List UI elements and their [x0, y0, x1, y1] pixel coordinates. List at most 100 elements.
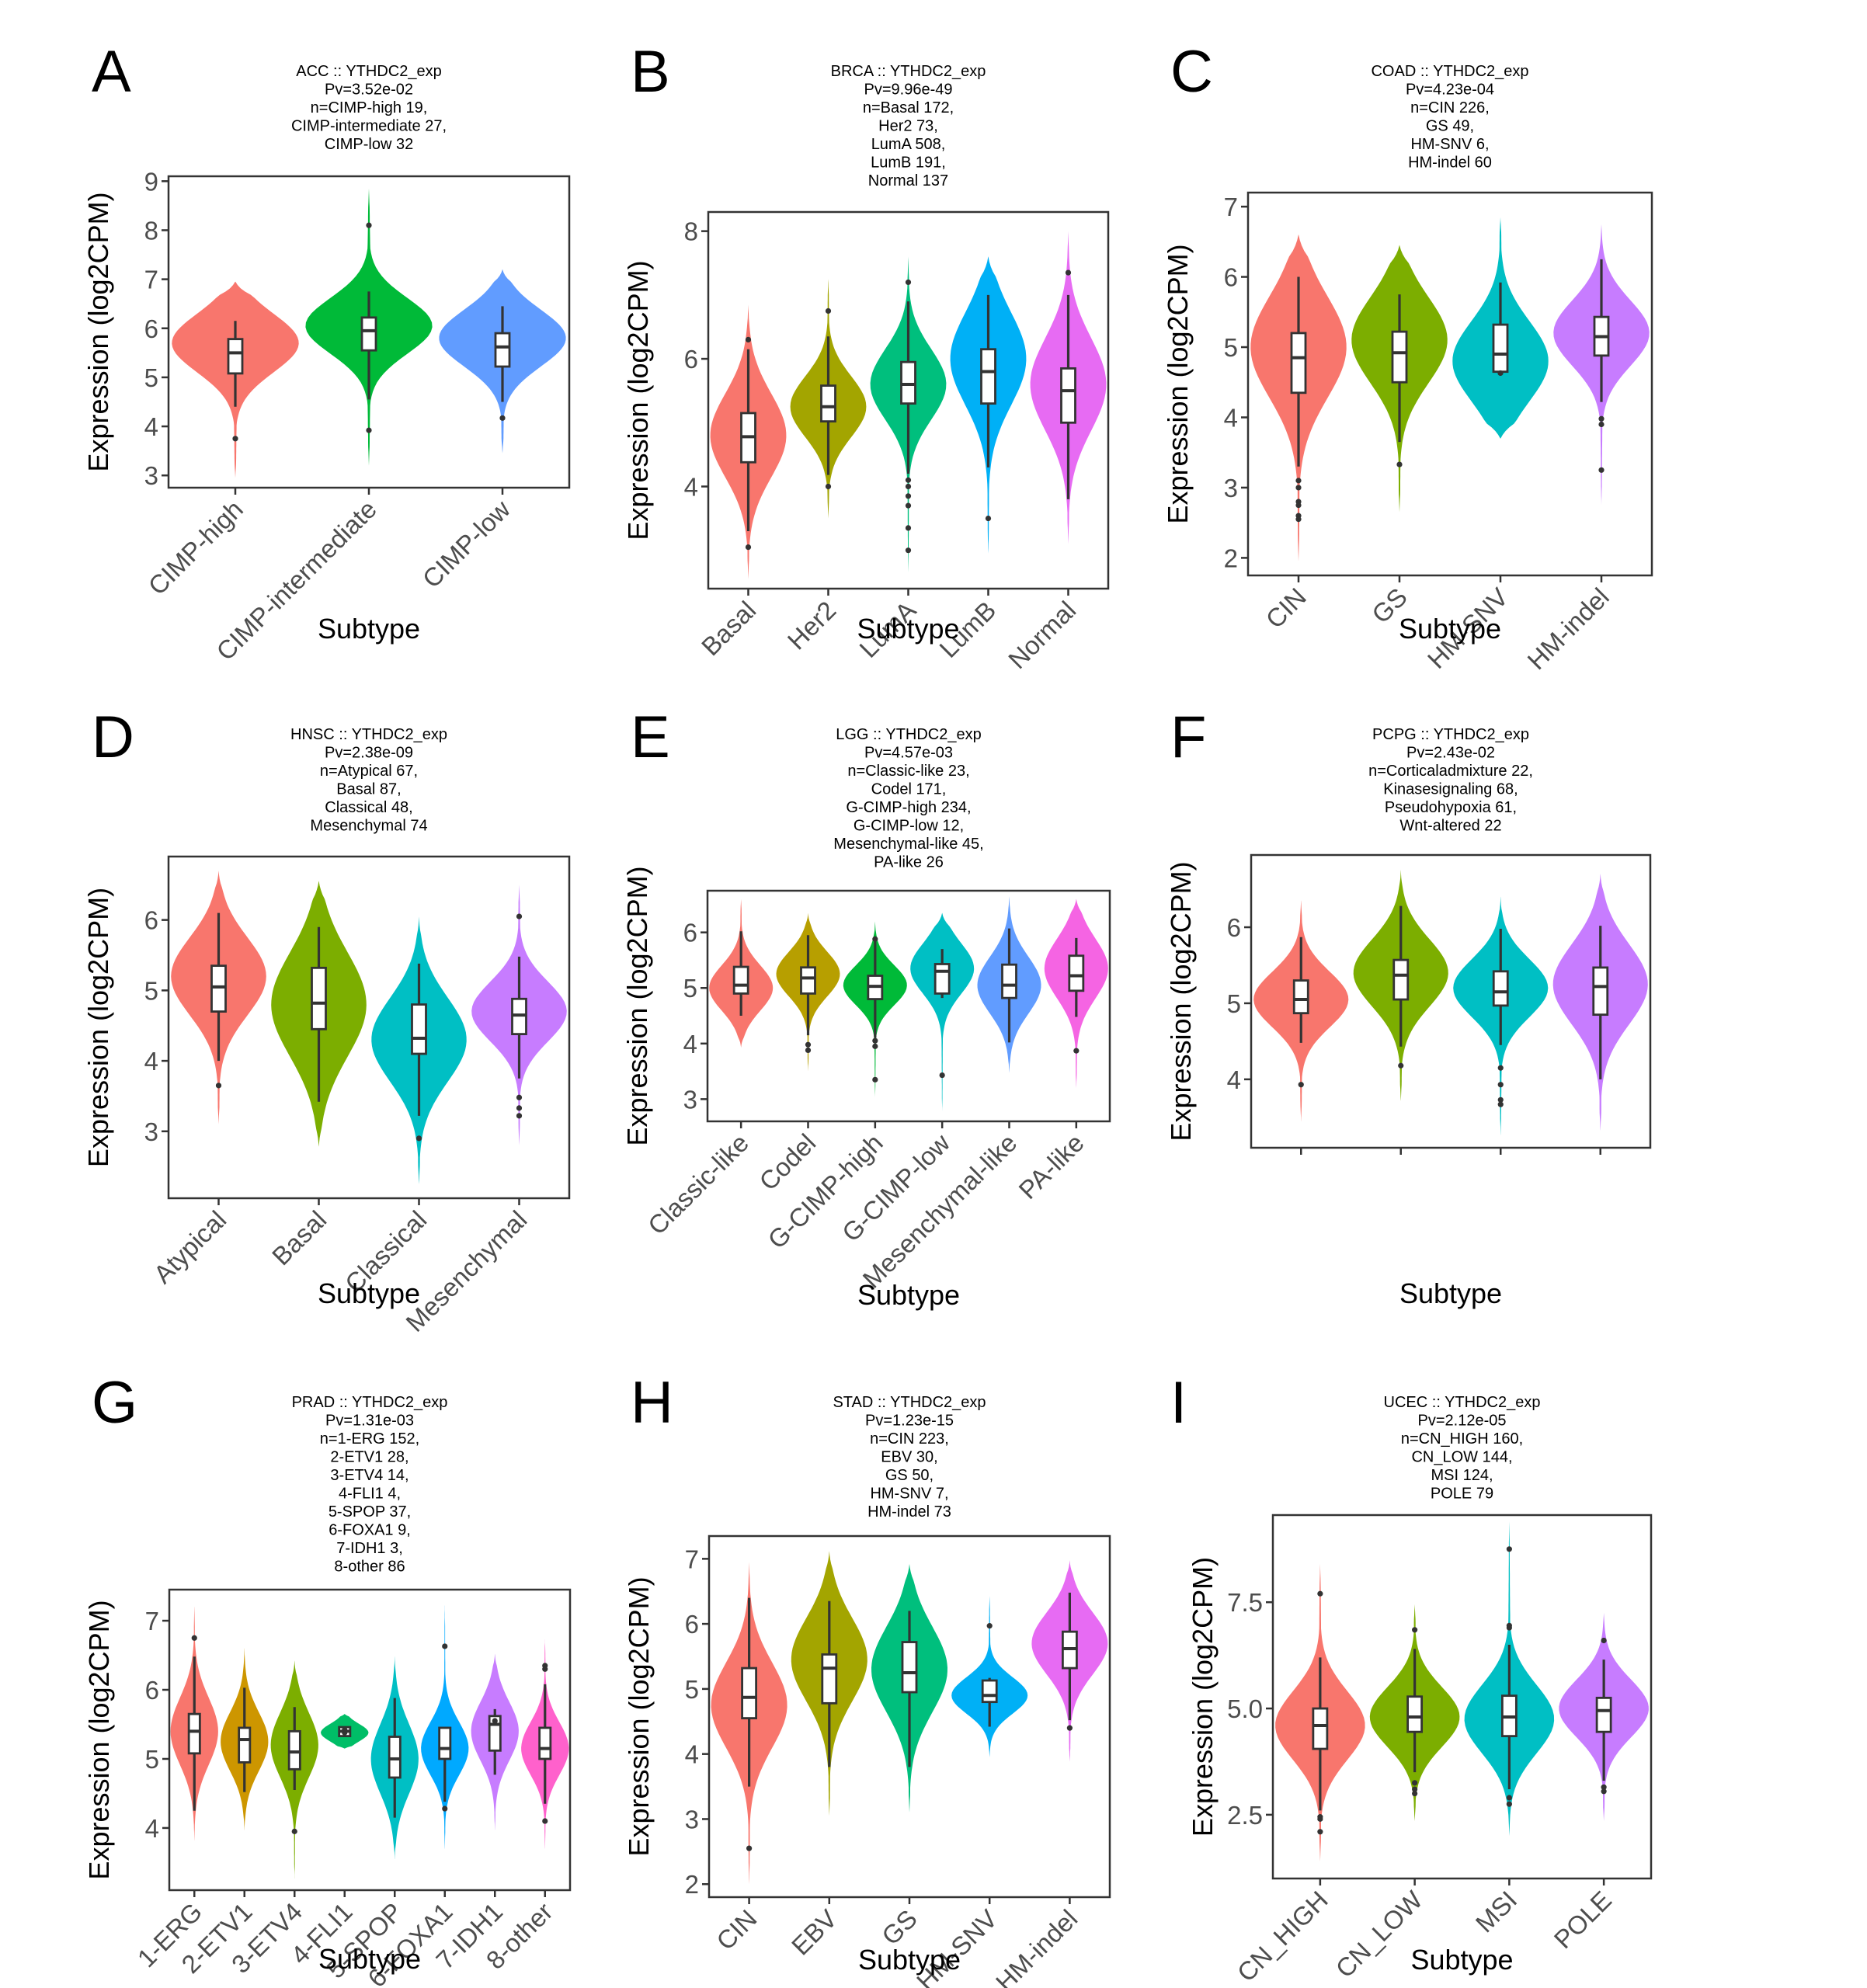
- y-tick-label: 5: [683, 974, 697, 1003]
- x-axis-label: Subtype: [858, 1944, 961, 1976]
- x-tick-label: Basal: [696, 596, 762, 662]
- boxplot-box: [1492, 323, 1509, 374]
- violin-cn-low: [1369, 1604, 1460, 1822]
- outlier-point: [1073, 1048, 1080, 1054]
- y-tick-label: 3: [683, 1085, 697, 1114]
- outlier-point: [516, 913, 523, 919]
- outlier-point: [542, 1666, 548, 1672]
- violin-5-spop: [370, 1656, 419, 1859]
- violin-6-foxa1: [421, 1605, 469, 1849]
- outlier-point: [442, 1806, 448, 1812]
- violin-pseudohypoxia: [1453, 896, 1549, 1135]
- y-tick-label: 5: [144, 976, 158, 1005]
- sample-count: Kinasesignaling 68,: [1383, 781, 1518, 798]
- boxplot-box: [981, 1679, 998, 1704]
- boxplot-box: [732, 965, 749, 995]
- x-tick-label: CIN: [711, 1904, 762, 1955]
- y-tick-label: 6: [684, 345, 698, 374]
- y-tick-label: 7: [145, 1607, 159, 1635]
- sample-count: G-CIMP-low 12,: [854, 818, 964, 835]
- boxplot-box: [411, 1003, 427, 1055]
- panel-letter: C: [1170, 39, 1213, 105]
- y-axis-label: Expression (log2CPM): [1165, 861, 1197, 1141]
- outlier-point: [342, 1727, 348, 1733]
- sample-count: 5-SPOP 37,: [329, 1503, 411, 1521]
- outlier-point: [905, 525, 912, 531]
- plot-title: PRAD :: YTHDC2_exp: [292, 1394, 448, 1411]
- y-tick-label: 3: [144, 461, 158, 490]
- panel-f: F PCPG :: YTHDC2_expPv=2.43e-02n=Cortical…: [1165, 704, 1652, 1309]
- outlier-point: [825, 308, 832, 315]
- outlier-point: [825, 483, 832, 490]
- violin-8-other: [521, 1639, 569, 1849]
- plot-frame: [168, 1588, 572, 1892]
- plot-title: COAD :: YTHDC2_exp: [1371, 63, 1528, 80]
- x-tick-label: HM-indel: [1521, 582, 1615, 676]
- y-tick-label: 5: [685, 1675, 699, 1704]
- x-axis-label: Subtype: [318, 1943, 421, 1975]
- sample-count: G-CIMP-high 234,: [846, 799, 971, 816]
- sample-count: Classical 48,: [325, 799, 412, 816]
- violin-basal: [710, 304, 787, 579]
- outlier-point: [516, 1113, 523, 1119]
- x-axis-label: Subtype: [1399, 1277, 1502, 1309]
- sample-count: LumA 508,: [871, 136, 946, 153]
- y-tick-label: 4: [1224, 403, 1238, 432]
- violin-mesenchymal-like: [977, 896, 1041, 1073]
- y-tick-label: 7: [685, 1545, 699, 1573]
- boxplot-box: [438, 1726, 452, 1760]
- plot-title: BRCA :: YTHDC2_exp: [831, 63, 986, 80]
- y-tick-label: 6: [1227, 913, 1241, 942]
- y-tick-label: 3: [685, 1805, 699, 1833]
- outlier-point: [872, 1076, 878, 1083]
- violin-her2: [790, 279, 867, 519]
- y-tick-label: 4: [144, 1047, 158, 1076]
- outlier-point: [1295, 516, 1302, 523]
- violin-hm-snv: [951, 1596, 1028, 1757]
- plot-frame: [167, 855, 571, 1200]
- y-tick-label: 2.5: [1227, 1801, 1263, 1830]
- boxplot-box: [821, 1653, 838, 1705]
- boxplot-box: [1391, 330, 1408, 384]
- x-tick-label: Classic-like: [642, 1128, 754, 1240]
- x-tick-label: Wnt-altered: [1500, 1155, 1614, 1269]
- outlier-point: [215, 1083, 222, 1089]
- violin-normal: [1030, 231, 1107, 544]
- sample-count: Pseudohypoxia 61,: [1385, 799, 1517, 816]
- boxplot-box: [1312, 1707, 1329, 1750]
- violin-g-cimp-low: [910, 912, 975, 1112]
- x-tick-label: EBV: [786, 1904, 843, 1961]
- y-tick-label: 4: [1227, 1065, 1241, 1094]
- x-axis-label: Subtype: [857, 613, 959, 645]
- boxplot-box: [741, 1667, 757, 1719]
- violin-hm-indel: [1553, 224, 1650, 506]
- y-axis-label: Expression (log2CPM): [621, 866, 653, 1145]
- y-tick-label: 2: [1224, 544, 1238, 572]
- y-tick-label: 4: [145, 1814, 159, 1843]
- y-tick-label: 5: [1227, 989, 1241, 1018]
- plot-frame: [1250, 853, 1652, 1149]
- p-value: Pv=3.52e-02: [325, 82, 413, 99]
- boxplot-box: [1392, 958, 1410, 1001]
- boxplot-box: [934, 963, 951, 995]
- y-tick-label: 4: [683, 1030, 697, 1058]
- plot-frame: [1271, 1514, 1653, 1880]
- outlier-point: [191, 1635, 197, 1641]
- p-value: Pv=2.12e-05: [1418, 1413, 1507, 1430]
- y-axis-label: Expression (log2CPM): [622, 260, 654, 540]
- x-tick-label: CIN: [1260, 582, 1312, 634]
- outlier-point: [1317, 1590, 1323, 1597]
- p-value: Pv=4.23e-04: [1406, 82, 1494, 99]
- y-tick-label: 5: [145, 1745, 159, 1774]
- violin-cimp-intermediate: [305, 188, 433, 466]
- outlier-point: [1298, 1082, 1304, 1088]
- y-tick-label: 6: [1224, 263, 1238, 292]
- violin-cn-high: [1275, 1563, 1365, 1862]
- x-tick-label: Her2: [782, 596, 842, 655]
- sample-count: n=CIN 226,: [1410, 99, 1490, 116]
- violin-2-etv1: [221, 1648, 269, 1830]
- y-tick-label: 7: [144, 266, 158, 294]
- x-axis-label: Subtype: [1410, 1944, 1513, 1976]
- sample-count: HM-SNV 7,: [870, 1486, 948, 1503]
